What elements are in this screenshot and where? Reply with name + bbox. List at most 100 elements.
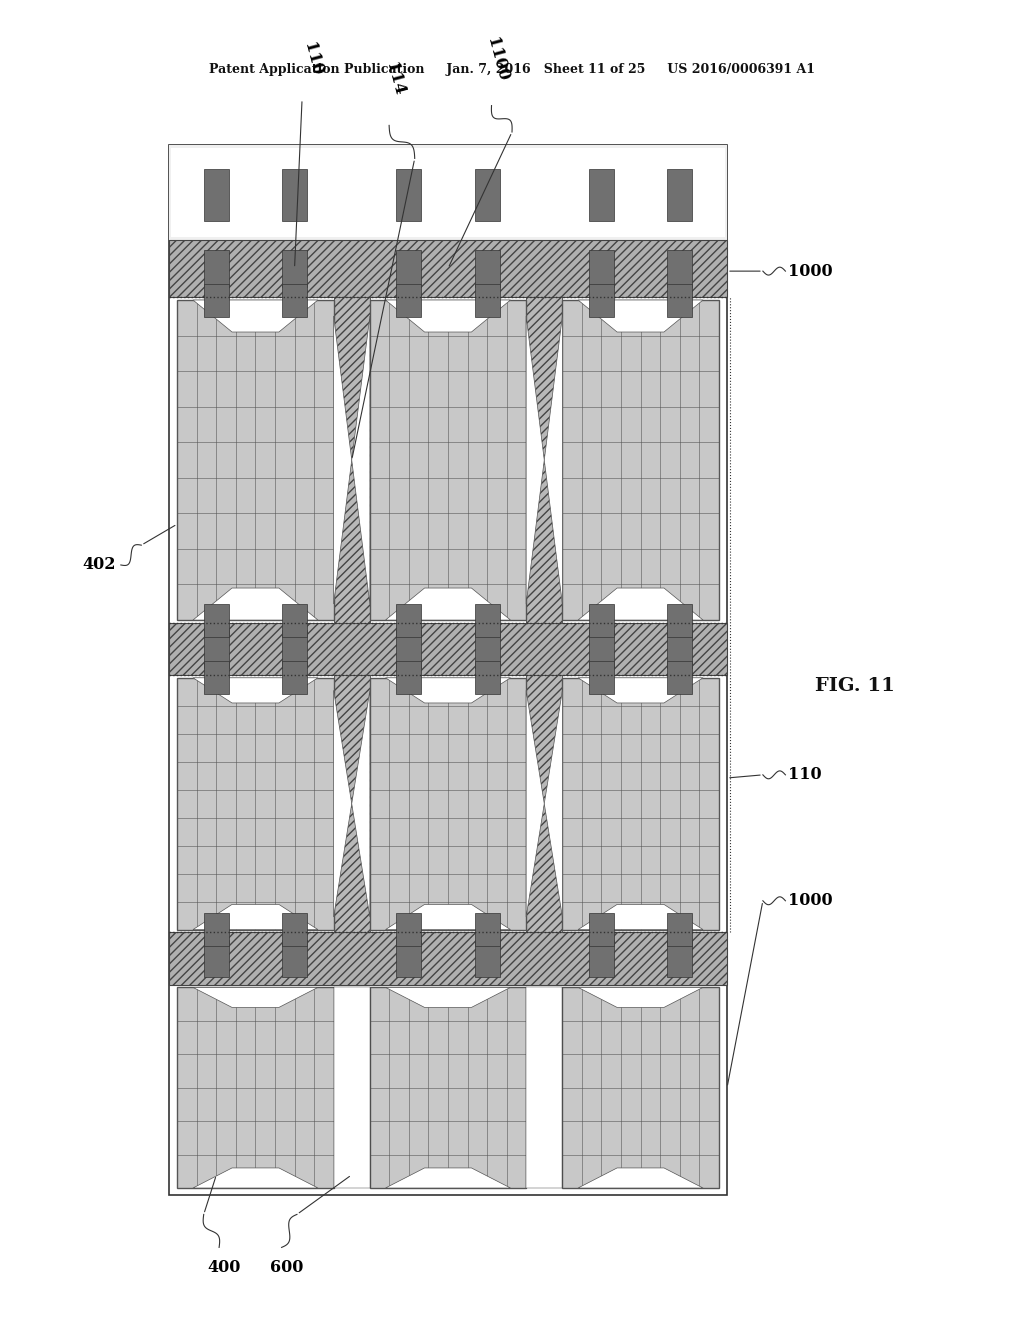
Bar bbox=[370, 677, 526, 929]
Polygon shape bbox=[334, 315, 351, 605]
Text: 600: 600 bbox=[270, 1259, 303, 1275]
Bar bbox=[474, 913, 500, 946]
Bar bbox=[667, 603, 692, 636]
Bar bbox=[370, 987, 526, 1188]
Bar bbox=[396, 630, 422, 668]
Bar bbox=[169, 145, 727, 1195]
Bar bbox=[667, 249, 692, 288]
Polygon shape bbox=[385, 904, 511, 929]
Bar bbox=[589, 940, 614, 977]
Bar bbox=[474, 603, 500, 636]
Bar bbox=[204, 630, 229, 668]
Polygon shape bbox=[334, 690, 351, 917]
Bar bbox=[282, 603, 307, 636]
Bar bbox=[474, 661, 500, 694]
Bar bbox=[334, 297, 370, 623]
Bar bbox=[667, 940, 692, 977]
Bar bbox=[396, 661, 422, 694]
Bar bbox=[204, 284, 229, 317]
Bar bbox=[474, 630, 500, 668]
Bar bbox=[667, 169, 692, 220]
Text: 1000: 1000 bbox=[788, 892, 834, 909]
Bar bbox=[282, 913, 307, 946]
Polygon shape bbox=[385, 587, 511, 620]
Bar bbox=[177, 677, 334, 929]
Bar bbox=[667, 913, 692, 946]
Polygon shape bbox=[545, 315, 562, 605]
Bar bbox=[171, 148, 725, 238]
Bar bbox=[282, 630, 307, 668]
Text: 402: 402 bbox=[82, 557, 116, 573]
Bar bbox=[589, 630, 614, 668]
Bar bbox=[589, 284, 614, 317]
Bar bbox=[396, 169, 422, 220]
Bar bbox=[204, 169, 229, 220]
Bar bbox=[526, 297, 562, 623]
Bar bbox=[526, 675, 562, 932]
Text: 110: 110 bbox=[300, 41, 325, 78]
Polygon shape bbox=[578, 904, 703, 929]
Bar bbox=[562, 677, 719, 929]
Bar bbox=[204, 661, 229, 694]
Bar bbox=[589, 913, 614, 946]
Bar bbox=[282, 940, 307, 977]
Bar bbox=[169, 145, 727, 240]
Polygon shape bbox=[193, 1168, 318, 1188]
Bar bbox=[589, 661, 614, 694]
Polygon shape bbox=[578, 587, 703, 620]
Bar bbox=[282, 169, 307, 220]
Polygon shape bbox=[351, 690, 370, 917]
Bar bbox=[667, 284, 692, 317]
Bar bbox=[334, 675, 370, 932]
Polygon shape bbox=[578, 300, 703, 333]
Bar bbox=[396, 249, 422, 288]
Bar bbox=[474, 940, 500, 977]
Polygon shape bbox=[385, 300, 511, 333]
Bar bbox=[204, 603, 229, 636]
Polygon shape bbox=[385, 1168, 511, 1188]
Bar bbox=[474, 169, 500, 220]
Bar bbox=[526, 987, 562, 1188]
Bar bbox=[282, 661, 307, 694]
Bar bbox=[667, 630, 692, 668]
Bar bbox=[282, 249, 307, 288]
Bar bbox=[204, 913, 229, 946]
Bar bbox=[396, 913, 422, 946]
Text: FIG. 11: FIG. 11 bbox=[815, 677, 895, 696]
Polygon shape bbox=[351, 315, 370, 605]
Polygon shape bbox=[193, 677, 318, 704]
Text: 114: 114 bbox=[382, 61, 407, 98]
Bar bbox=[282, 284, 307, 317]
Bar bbox=[177, 987, 334, 1188]
Text: 1100: 1100 bbox=[482, 36, 511, 83]
Polygon shape bbox=[193, 587, 318, 620]
Polygon shape bbox=[545, 690, 562, 917]
Polygon shape bbox=[578, 987, 703, 1007]
Polygon shape bbox=[193, 987, 318, 1007]
Bar bbox=[474, 249, 500, 288]
Bar bbox=[589, 249, 614, 288]
Bar bbox=[474, 284, 500, 317]
Bar bbox=[204, 940, 229, 977]
Bar bbox=[589, 169, 614, 220]
Bar bbox=[334, 987, 370, 1188]
Bar bbox=[396, 603, 422, 636]
Bar bbox=[396, 284, 422, 317]
Text: 110: 110 bbox=[788, 767, 822, 783]
Polygon shape bbox=[193, 904, 318, 929]
Polygon shape bbox=[526, 690, 545, 917]
Bar bbox=[177, 300, 334, 620]
Bar bbox=[204, 249, 229, 288]
Polygon shape bbox=[578, 677, 703, 704]
Polygon shape bbox=[385, 987, 511, 1007]
Polygon shape bbox=[193, 300, 318, 333]
Bar bbox=[370, 300, 526, 620]
Text: 1000: 1000 bbox=[788, 263, 834, 280]
Bar bbox=[589, 603, 614, 636]
Bar bbox=[169, 932, 727, 985]
Bar bbox=[562, 987, 719, 1188]
Bar bbox=[562, 300, 719, 620]
Bar bbox=[169, 623, 727, 675]
Bar bbox=[667, 661, 692, 694]
Text: 400: 400 bbox=[208, 1259, 241, 1275]
